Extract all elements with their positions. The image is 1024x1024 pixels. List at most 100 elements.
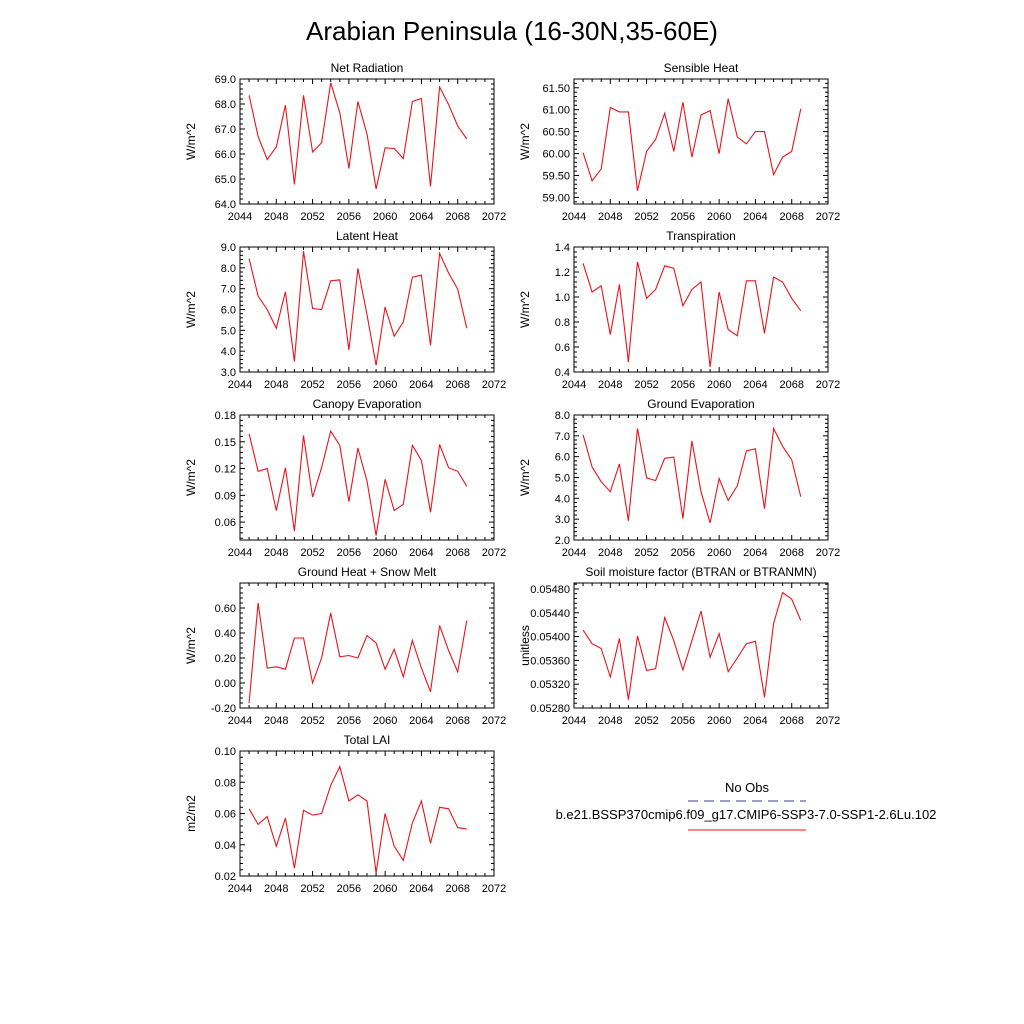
- plot-frame: [573, 414, 829, 541]
- y-tick-label: 1.4: [555, 242, 570, 254]
- x-tick-label: 2064: [409, 883, 433, 895]
- x-tick-label: 2056: [337, 883, 361, 895]
- x-tick-label: 2044: [228, 715, 252, 727]
- x-tick-label: 2052: [300, 211, 324, 223]
- y-tick-label: 0.05280: [530, 703, 570, 715]
- x-tick-label: 2064: [743, 379, 767, 391]
- series-line: [248, 602, 468, 704]
- legend: No Obs b.e21.BSSP370cmip6.f09_g17.CMIP6-…: [556, 780, 937, 831]
- chart-title: Canopy Evaporation: [313, 397, 422, 411]
- x-tick-label: 2044: [228, 211, 252, 223]
- y-tick-label: 6.0: [555, 452, 570, 464]
- x-tick-label: 2068: [445, 547, 469, 559]
- series-line: [582, 591, 802, 700]
- y-tick-label: 1.2: [555, 267, 570, 279]
- plot-frame: [573, 78, 829, 205]
- y-tick-label: 7.0: [221, 284, 236, 296]
- x-tick-label: 2064: [743, 211, 767, 223]
- legend-model-label: b.e21.BSSP370cmip6.f09_g17.CMIP6-SSP3-7.…: [556, 807, 937, 822]
- x-tick-label: 2072: [816, 379, 840, 391]
- series-line: [582, 98, 802, 191]
- x-tick-label: 2068: [445, 883, 469, 895]
- x-tick-label: 2044: [562, 715, 586, 727]
- chart-title: Ground Evaporation: [647, 397, 754, 411]
- x-tick-label: 2044: [228, 883, 252, 895]
- y-tick-label: 8.0: [221, 263, 236, 275]
- plot-frame: [573, 246, 829, 373]
- x-tick-label: 2072: [482, 715, 506, 727]
- x-tick-label: 2060: [373, 379, 397, 391]
- x-tick-label: 2072: [816, 547, 840, 559]
- y-tick-label: 0.05320: [530, 679, 570, 691]
- y-tick-label: 0.06: [215, 809, 236, 821]
- y-tick-label: -0.20: [211, 703, 236, 715]
- x-tick-label: 2048: [264, 211, 288, 223]
- x-tick-label: 2064: [743, 715, 767, 727]
- x-tick-label: 2044: [562, 211, 586, 223]
- y-tick-label: 60.50: [542, 127, 570, 139]
- series-line: [248, 429, 468, 536]
- x-tick-label: 2072: [482, 547, 506, 559]
- y-tick-label: 0.8: [555, 317, 570, 329]
- chart-panel: 2044 2048 2052 2056 2060 2064 2068 2072 3.0 4.0 5.…: [184, 229, 506, 391]
- x-tick-label: 2068: [445, 211, 469, 223]
- y-axis-label: m2/m2: [184, 795, 198, 832]
- x-tick-label: 2064: [409, 715, 433, 727]
- y-tick-label: 69.0: [215, 74, 236, 86]
- y-tick-label: 0.20: [215, 653, 236, 665]
- x-tick-label: 2064: [743, 547, 767, 559]
- x-tick-label: 2060: [373, 715, 397, 727]
- y-tick-label: 5.0: [221, 325, 236, 337]
- y-tick-label: 68.0: [215, 99, 236, 111]
- y-tick-label: 8.0: [555, 410, 570, 422]
- chart-panel: 2044 2048 2052 2056 2060 2064 2068 2072 59.00 59.…: [518, 61, 840, 223]
- y-tick-label: 3.0: [555, 514, 570, 526]
- y-tick-label: 4.0: [555, 493, 570, 505]
- x-tick-label: 2052: [300, 379, 324, 391]
- x-tick-label: 2052: [300, 547, 324, 559]
- x-tick-label: 2064: [409, 547, 433, 559]
- plot-frame: [573, 582, 829, 709]
- x-tick-label: 2064: [409, 379, 433, 391]
- x-tick-label: 2068: [779, 379, 803, 391]
- x-tick-label: 2056: [337, 379, 361, 391]
- x-tick-label: 2056: [337, 211, 361, 223]
- y-tick-label: 0.06: [215, 517, 236, 529]
- y-axis-label: W/m^2: [518, 291, 532, 328]
- y-tick-label: 2.0: [555, 535, 570, 547]
- y-tick-label: 59.00: [542, 192, 570, 204]
- y-tick-label: 1.0: [555, 292, 570, 304]
- y-axis-label: unitless: [518, 625, 532, 666]
- y-tick-label: 67.0: [215, 124, 236, 136]
- plot-frame: [239, 414, 495, 541]
- x-tick-label: 2072: [482, 379, 506, 391]
- y-axis-label: W/m^2: [518, 123, 532, 160]
- series-line: [582, 426, 802, 524]
- x-tick-label: 2048: [264, 379, 288, 391]
- chart-title: Ground Heat + Snow Melt: [298, 565, 437, 579]
- y-tick-label: 0.00: [215, 678, 236, 690]
- y-tick-label: 0.08: [215, 777, 236, 789]
- y-tick-label: 0.04: [215, 840, 236, 852]
- y-tick-label: 6.0: [221, 305, 236, 317]
- x-tick-label: 2052: [634, 715, 658, 727]
- x-tick-label: 2072: [816, 211, 840, 223]
- chart-title: Net Radiation: [331, 61, 404, 75]
- y-axis-label: W/m^2: [184, 627, 198, 664]
- y-tick-label: 0.09: [215, 490, 236, 502]
- chart-panel: 2044 2048 2052 2056 2060 2064 2068 2072 0.4 0.6 0.…: [518, 229, 840, 391]
- y-axis-label: W/m^2: [184, 291, 198, 328]
- y-tick-label: 0.05400: [530, 632, 570, 644]
- x-tick-label: 2048: [264, 547, 288, 559]
- x-tick-label: 2052: [300, 715, 324, 727]
- legend-obs-label: No Obs: [725, 780, 770, 795]
- chart-panel: 2044 2048 2052 2056 2060 2064 2068 2072 0.06 0.09…: [184, 397, 506, 559]
- y-tick-label: 0.05440: [530, 608, 570, 620]
- x-tick-label: 2072: [482, 883, 506, 895]
- y-tick-label: 59.50: [542, 170, 570, 182]
- plot-frame: [239, 750, 495, 877]
- x-tick-label: 2052: [634, 547, 658, 559]
- y-tick-label: 5.0: [555, 473, 570, 485]
- x-tick-label: 2068: [779, 547, 803, 559]
- x-tick-label: 2060: [707, 379, 731, 391]
